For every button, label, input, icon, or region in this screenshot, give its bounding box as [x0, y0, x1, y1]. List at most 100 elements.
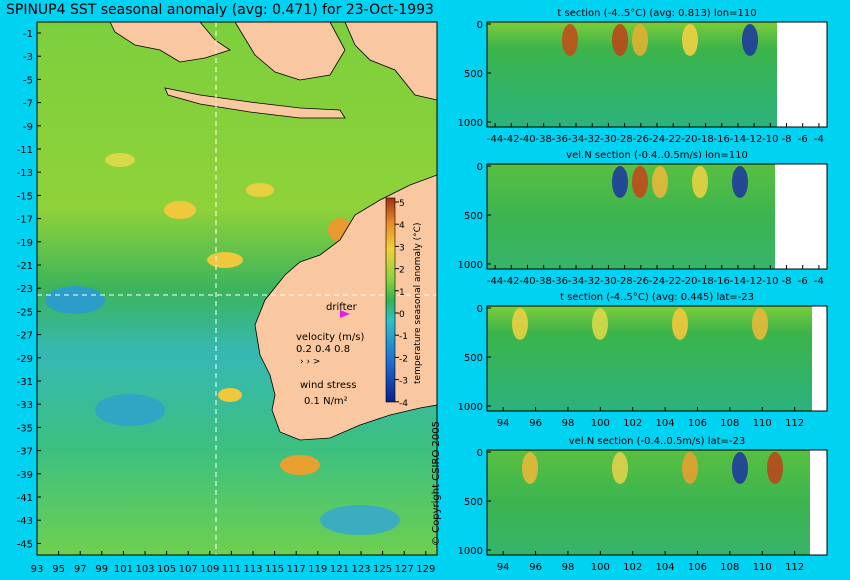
colorbar-tick-label: -3	[399, 377, 408, 387]
map-y-tick-label: -1	[23, 29, 33, 40]
section-anomaly	[612, 166, 628, 198]
cold-anomaly	[45, 286, 105, 314]
section-x-tick-label: -20	[681, 276, 697, 287]
section-y-tick-label: 500	[464, 353, 483, 364]
section-x-tick-label: -8	[782, 276, 792, 287]
land-borneo	[234, 21, 346, 81]
section-title: vel.N section (-0.4..0.5m/s) lat=-23	[569, 436, 746, 447]
section-x-tick-label: -30	[600, 134, 616, 145]
section-y-tick-label: 1000	[458, 402, 483, 413]
wind-label: wind stress	[300, 380, 356, 391]
colorbar-tick-label: -1	[399, 332, 408, 342]
section-x-tick-label: -24	[649, 276, 665, 287]
section-y-tick-label: 0	[477, 162, 483, 173]
land-java	[164, 87, 346, 119]
section-anomaly	[682, 24, 698, 56]
section-x-tick-label: -42	[503, 134, 519, 145]
section-x-tick-label: 108	[720, 418, 739, 429]
map-x-tick-label: 111	[222, 564, 241, 575]
colorbar: 5 4 3 2 1 0 -1 -2 -3 -4 temperature seasonal anom…	[385, 197, 423, 409]
section-x-tick-label: -36	[552, 134, 568, 145]
map-y-tick-label: -9	[23, 122, 33, 133]
section-anomaly	[652, 166, 668, 198]
map-y-tick-label: -19	[17, 238, 33, 249]
section-panel-3: t section (-4..5°C) (avg: 0.445) lat=-23…	[458, 292, 828, 429]
section-x-tick-label: -18	[697, 134, 713, 145]
section-x-tick-label: 112	[785, 562, 804, 573]
section-frame	[486, 449, 828, 556]
section-x-tick-label: 100	[591, 562, 610, 573]
map-y-tick-label: -7	[23, 99, 33, 110]
section-x-tick-label: 94	[497, 418, 510, 429]
colorbar-tick-label: 3	[399, 243, 405, 253]
map-x-tick-label: 95	[52, 564, 65, 575]
section-x-tick-label: -28	[616, 134, 632, 145]
section-x-tick-label: -28	[616, 276, 632, 287]
colorbar-tick-label: -2	[399, 354, 408, 364]
map-x-tick-label: 109	[200, 564, 219, 575]
section-anomaly	[632, 166, 648, 198]
section-x-tick-label: -34	[568, 134, 584, 145]
map-y-tick-label: -37	[17, 447, 33, 458]
map-x-tick-label: 107	[179, 564, 198, 575]
section-x-tick-label: 104	[656, 418, 675, 429]
page-title: SPINUP4 SST seasonal anomaly (avg: 0.471…	[6, 2, 434, 18]
section-x-tick-label: -22	[665, 134, 681, 145]
map-y-tick-label: -21	[17, 261, 33, 272]
cold-anomaly	[320, 505, 400, 535]
colorbar-tick-label: 4	[399, 221, 405, 231]
map-x-tick-label: 117	[287, 564, 306, 575]
map-x-tick-label: 105	[157, 564, 176, 575]
map-y-tick-label: -45	[17, 539, 33, 550]
section-x-tick-label: 96	[529, 562, 542, 573]
section-x-tick-label: -44	[487, 276, 503, 287]
section-x-tick-label: -16	[714, 134, 730, 145]
map-x-tick-label: 101	[114, 564, 133, 575]
map-y-tick-label: -39	[17, 470, 33, 481]
map-y-tick-label: -11	[17, 145, 33, 156]
section-x-tick-label: 94	[497, 562, 510, 573]
velocity-arrows: › › >	[300, 357, 320, 367]
warm-anomaly	[207, 252, 243, 268]
map-x-tick-label: 121	[330, 564, 349, 575]
colorbar-tick-label: 0	[399, 310, 405, 320]
section-field	[487, 306, 827, 411]
section-x-tick-label: 106	[688, 562, 707, 573]
section-anomaly	[752, 308, 768, 340]
warm-anomaly	[105, 153, 135, 167]
section-x-tick-label: -4	[814, 134, 824, 145]
section-x-tick-label: -38	[535, 276, 551, 287]
section-anomaly	[767, 452, 783, 484]
section-x-tick-label: 98	[562, 418, 575, 429]
warm-anomaly	[218, 388, 242, 402]
section-x-tick-label: 110	[753, 418, 772, 429]
section-title: t section (-4..5°C) (avg: 0.445) lat=-23	[560, 292, 754, 303]
section-x-tick-label: -42	[503, 276, 519, 287]
warm-anomaly	[164, 201, 196, 219]
section-y-tick-label: 500	[464, 211, 483, 222]
section-y-tick-label: 1000	[458, 546, 483, 557]
section-x-tick-label: -12	[746, 134, 762, 145]
map-x-axis: 93 95 97 99 101 103 105 107 109 111 113 115 117 119 12…	[31, 551, 435, 575]
section-x-tick-label: 98	[562, 562, 575, 573]
section-y-tick-label: 500	[464, 69, 483, 80]
section-x-tick-label: 100	[591, 418, 610, 429]
section-land-mask	[775, 164, 827, 269]
section-anomaly	[612, 452, 628, 484]
section-title: vel.N section (-0.4..0.5m/s) lon=110	[566, 150, 748, 161]
section-x-tick-label: -40	[519, 276, 535, 287]
section-x-tick-label: 102	[623, 562, 642, 573]
colorbar-tick-label: -4	[399, 399, 408, 409]
section-frame	[486, 305, 828, 412]
section-x-tick-label: 112	[785, 418, 804, 429]
drifter-marker	[340, 310, 350, 318]
section-x-tick-label: -44	[487, 134, 503, 145]
section-land-mask	[777, 22, 827, 127]
map-y-tick-label: -27	[17, 331, 33, 342]
section-anomaly	[562, 24, 578, 56]
cold-anomaly	[95, 394, 165, 426]
map-x-tick-label: 113	[243, 564, 262, 575]
section-x-tick-label: -36	[552, 276, 568, 287]
section-x-tick-label: -8	[782, 134, 792, 145]
